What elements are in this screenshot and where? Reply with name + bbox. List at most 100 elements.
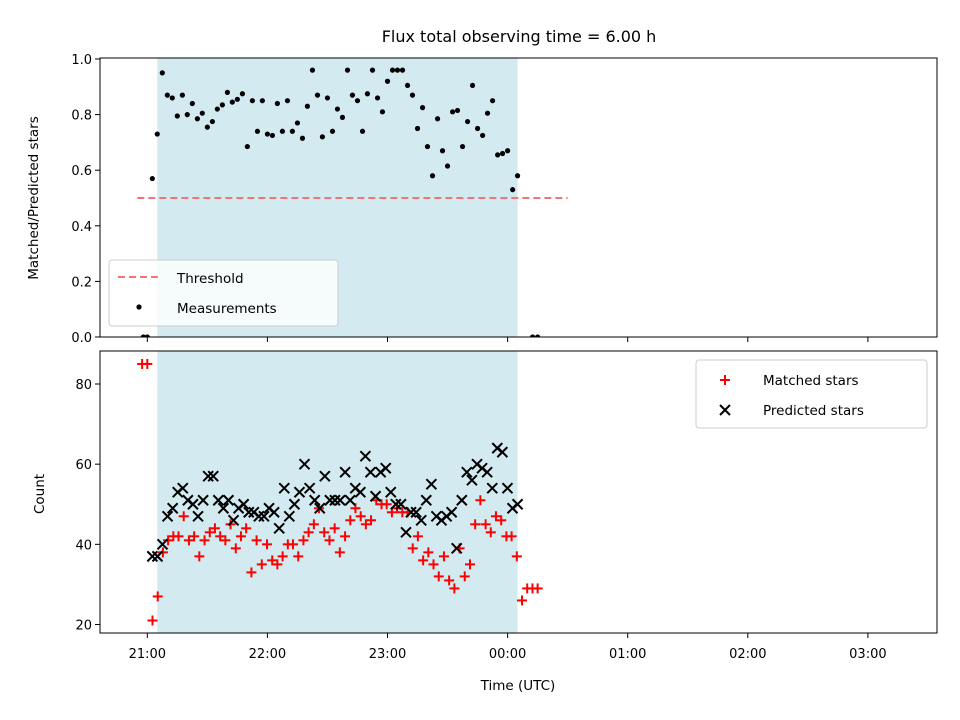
measurement-point: [199, 110, 205, 116]
matched-star-marker: [215, 531, 226, 542]
predicted-star-marker: [314, 502, 326, 514]
cross-b: [369, 490, 382, 502]
predicted-star-marker: [385, 486, 397, 498]
measurement-point: [384, 78, 391, 84]
cross-b: [339, 466, 351, 478]
measurement-point: [324, 95, 331, 101]
matched-star-marker: [272, 559, 283, 570]
matched-star-marker: [308, 519, 319, 530]
predicted-star-marker: [237, 498, 250, 510]
matched-star-marker: [246, 567, 257, 578]
measurement-point: [279, 128, 286, 134]
measurement-point: [274, 100, 280, 107]
legend-box: [108, 259, 339, 327]
measurement-point: [269, 132, 276, 139]
predicted-star-marker: [308, 494, 321, 506]
cross-b: [385, 486, 397, 498]
measurement-point: [444, 163, 451, 169]
cross-b: [481, 466, 493, 478]
measurement-point: [510, 187, 516, 193]
predicted-star-marker: [187, 498, 199, 510]
matched-star-marker: [251, 535, 262, 546]
y-tick-label: 0.6: [71, 164, 92, 179]
measurement-point: [374, 95, 381, 101]
measurement-point: [529, 334, 536, 337]
matched-star-marker: [532, 583, 543, 594]
matched-star-marker: [163, 535, 174, 546]
cross-b: [719, 404, 731, 416]
predicted-star-marker: [324, 494, 336, 506]
cross-b: [298, 458, 311, 470]
matched-star-marker: [464, 559, 475, 570]
legend-measurements-label: Measurements: [177, 301, 277, 317]
matched-star-marker: [194, 551, 205, 562]
measurement-point: [499, 150, 506, 157]
matched-star-marker: [142, 358, 153, 369]
cross-b: [486, 482, 498, 494]
measurement-point: [505, 148, 511, 154]
cross-b: [177, 482, 189, 494]
cross-b: [314, 502, 326, 514]
predicted-star-marker: [334, 494, 346, 506]
cross-b: [273, 522, 285, 535]
matched-star-marker: [293, 551, 304, 562]
count-panel: 21:00 22:00 23:00 00:00 01:00 02:00 03:00 20 40 6…: [75, 350, 938, 662]
cross-b: [501, 482, 514, 494]
matched-star-marker: [366, 515, 377, 526]
matched-star-marker: [235, 531, 246, 542]
measurement-point: [434, 116, 441, 122]
matched-star-marker: [444, 575, 455, 586]
cross-b: [146, 550, 159, 563]
matched-star-marker: [230, 543, 241, 554]
cross-b: [405, 506, 417, 518]
predicted-star-marker: [445, 506, 458, 518]
x-tick-label: 00:00: [489, 647, 526, 662]
cross-b: [334, 494, 346, 506]
matched-star-marker: [178, 511, 189, 522]
matched-star-marker: [324, 535, 335, 546]
predicted-star-marker: [466, 474, 478, 486]
measurement-point: [389, 67, 396, 73]
measurement-point: [154, 131, 160, 137]
matched-star-marker: [256, 559, 267, 570]
cross-b: [319, 470, 331, 482]
measurement-point: [399, 67, 406, 73]
y-tick-label: 80: [75, 378, 92, 393]
legend-matched-label: Matched stars: [763, 373, 859, 389]
predicted-star-marker: [369, 490, 382, 502]
measurement-point: [289, 128, 295, 134]
cross-b: [308, 494, 321, 506]
predicted-star-marker: [329, 494, 341, 506]
measurement-point: [149, 175, 155, 182]
y-tick-label: 1.0: [71, 53, 92, 68]
x-tick-label: 22:00: [249, 647, 286, 662]
predicted-star-marker: [151, 550, 164, 563]
measurement-point: [174, 113, 180, 119]
matched-star-marker: [407, 543, 418, 554]
matched-star-marker: [470, 519, 481, 530]
y-tick-label: 0.8: [71, 109, 92, 124]
matched-star-marker: [496, 515, 507, 526]
matched-star-marker: [428, 559, 439, 570]
measurement-point: [349, 92, 356, 98]
matched-star-marker: [204, 527, 215, 538]
cross-b: [450, 542, 463, 555]
legend-predicted-label: Predicted stars: [763, 403, 864, 419]
predicted-star-marker: [481, 466, 493, 478]
cross-b: [288, 498, 301, 510]
cross-b: [445, 506, 458, 518]
measurement-point: [465, 118, 471, 125]
cross-b: [395, 498, 407, 510]
x-axis-label: Time (UTC): [480, 678, 556, 694]
measurement-point: [344, 67, 351, 73]
predicted-star-marker: [461, 466, 473, 478]
cross-b: [425, 478, 438, 490]
measurement-point: [204, 124, 210, 130]
predicted-star-marker: [222, 494, 235, 506]
cross-b: [329, 494, 341, 506]
matched-star-marker: [189, 531, 200, 542]
measurement-point: [484, 110, 491, 116]
cross-b: [324, 494, 336, 506]
cross-b: [192, 510, 204, 522]
